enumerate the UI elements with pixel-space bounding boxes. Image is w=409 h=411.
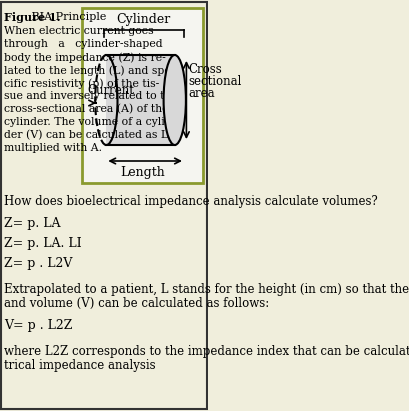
Text: Z= p. LA. LI: Z= p. LA. LI: [4, 237, 81, 250]
Text: Figure 1.: Figure 1.: [4, 12, 61, 23]
Text: area: area: [187, 87, 214, 100]
Text: When electric current goes: When electric current goes: [4, 26, 153, 36]
Text: trical impedance analysis: trical impedance analysis: [4, 359, 155, 372]
Text: Length: Length: [120, 166, 165, 178]
Text: multiplied with A.: multiplied with A.: [4, 143, 102, 153]
Text: How does bioelectrical impedance analysis calculate volumes?: How does bioelectrical impedance analysi…: [4, 195, 377, 208]
Bar: [106, 55, 174, 145]
Text: Z= p. LA: Z= p. LA: [4, 217, 61, 230]
Ellipse shape: [163, 55, 185, 145]
Text: V= p . L2Z: V= p . L2Z: [4, 319, 72, 332]
FancyBboxPatch shape: [1, 2, 206, 409]
Text: sectional: sectional: [187, 75, 241, 88]
Text: and volume (V) can be calculated as follows:: and volume (V) can be calculated as foll…: [4, 297, 269, 310]
Text: Z= p . L2V: Z= p . L2V: [4, 257, 72, 270]
Text: Extrapolated to a patient, L stands for the height (in cm) so that the body comp: Extrapolated to a patient, L stands for …: [4, 283, 409, 296]
Text: through   a   cylinder-shaped: through a cylinder-shaped: [4, 39, 162, 49]
Text: cylinder. The volume of a cylin-: cylinder. The volume of a cylin-: [4, 117, 175, 127]
Text: lated to the length (L) and spe-: lated to the length (L) and spe-: [4, 65, 174, 76]
Text: der (V) can be calculated as L: der (V) can be calculated as L: [4, 130, 168, 140]
Text: cific resistivity (p) of the tis-: cific resistivity (p) of the tis-: [4, 78, 159, 88]
FancyBboxPatch shape: [82, 8, 202, 183]
Text: where L2Z corresponds to the impedance index that can be calculated with bioelec: where L2Z corresponds to the impedance i…: [4, 345, 409, 358]
Text: Cylinder: Cylinder: [116, 14, 170, 26]
Text: Cross: Cross: [187, 63, 221, 76]
Text: BIA Principle: BIA Principle: [28, 12, 106, 22]
Text: body the impedance (Z) is re-: body the impedance (Z) is re-: [4, 52, 165, 62]
Text: Current: Current: [87, 85, 134, 97]
Text: cross-sectional area (A) of the: cross-sectional area (A) of the: [4, 104, 168, 114]
Text: sue and inversely related to the: sue and inversely related to the: [4, 91, 178, 101]
